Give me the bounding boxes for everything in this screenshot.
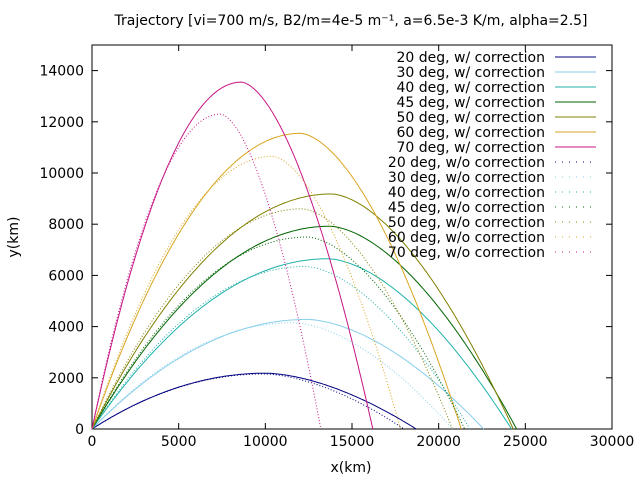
series-line [91, 318, 485, 430]
legend-label: 40 deg, w/o correction [388, 185, 545, 201]
series-line [91, 132, 462, 430]
x-tick-label: 15000 [330, 434, 375, 450]
series-line [91, 372, 417, 430]
legend-label: 60 deg, w/o correction [388, 230, 545, 246]
x-tick-label: 0 [88, 434, 97, 450]
y-tick-label: 10000 [39, 166, 84, 182]
legend-label: 70 deg, w/ correction [396, 140, 545, 156]
legend-label: 30 deg, w/ correction [396, 65, 545, 81]
legend-label: 50 deg, w/o correction [388, 215, 545, 231]
legend-label: 50 deg, w/ correction [396, 110, 545, 126]
y-tick-label: 0 [75, 422, 84, 438]
x-tick-label: 30000 [590, 434, 635, 450]
legend-label: 70 deg, w/o correction [388, 245, 545, 261]
y-tick-label: 2000 [48, 371, 84, 387]
series-line [91, 208, 453, 430]
x-tick-label: 25000 [503, 434, 548, 450]
plot-area: 0 5000 10000 15000 20000 25000 30000 0 2000 4000 6… [39, 44, 634, 450]
series-line [91, 236, 466, 430]
axis-ticks: 0 5000 10000 15000 20000 25000 30000 0 2000 4000 6… [39, 45, 634, 450]
legend-label: 45 deg, w/ correction [396, 95, 545, 111]
legend-label: 20 deg, w/o correction [388, 155, 545, 171]
x-tick-label: 5000 [161, 434, 197, 450]
series-line [91, 322, 453, 430]
series-line [91, 373, 405, 430]
y-tick-label: 14000 [39, 64, 84, 80]
y-tick-label: 4000 [48, 320, 84, 336]
y-axis-label: y(km) [6, 217, 22, 258]
y-tick-label: 12000 [39, 115, 84, 131]
y-tick-label: 8000 [48, 217, 84, 233]
chart-title: Trajectory [vi=700 m/s, B2/m=4e-5 m⁻¹, a… [113, 13, 587, 29]
legend-label: 45 deg, w/o correction [388, 200, 545, 216]
series-line [91, 155, 401, 430]
legend-label: 20 deg, w/ correction [396, 50, 545, 66]
series-line [91, 258, 512, 430]
series-line [91, 81, 374, 430]
legend-label: 40 deg, w/ correction [396, 80, 545, 96]
series-line [91, 113, 322, 430]
series-layer [91, 81, 518, 430]
legend-label: 60 deg, w/ correction [396, 125, 545, 141]
series-line [91, 193, 514, 430]
legend-label: 30 deg, w/o correction [388, 170, 545, 186]
x-tick-label: 20000 [416, 434, 461, 450]
x-axis-label: x(km) [331, 460, 372, 476]
x-tick-label: 10000 [243, 434, 288, 450]
y-tick-label: 6000 [48, 268, 84, 284]
series-line [91, 225, 518, 430]
